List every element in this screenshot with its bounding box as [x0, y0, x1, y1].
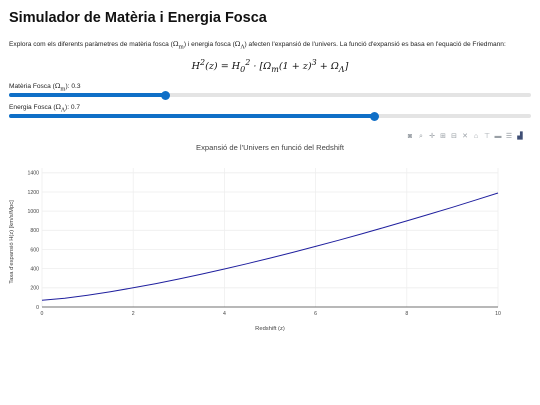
chart-title: Expansió de l'Univers en funció del Reds…	[196, 143, 345, 152]
plotly-logo-icon[interactable]: ▟	[517, 133, 523, 140]
y-tick-label: 1200	[27, 190, 39, 196]
expansion-chart: Expansió de l'Univers en funció del Reds…	[9, 143, 501, 332]
energy-slider-label: Energia Fosca (ΩΛ): 0.7	[9, 103, 81, 114]
hover-compare-icon[interactable]: ☰	[505, 133, 513, 140]
y-tick-label: 1400	[27, 171, 39, 177]
chart-grid	[41, 168, 499, 308]
friedmann-formula: H2(z) = H02 · [Ωm(1 + z)3 + ΩΛ]	[191, 58, 349, 75]
matter-slider-thumb[interactable]	[161, 90, 171, 100]
y-tick-label: 600	[30, 247, 39, 253]
x-tick-label: 2	[132, 311, 135, 317]
zoom-out-icon[interactable]: ⊟	[451, 133, 457, 140]
matter-slider-label: Matèria Fosca (Ωm): 0.3	[9, 82, 81, 93]
y-tick-label: 800	[30, 228, 39, 234]
matter-slider[interactable]	[9, 90, 531, 100]
pan-icon[interactable]: ✛	[429, 133, 435, 140]
energy-slider-thumb[interactable]	[369, 111, 379, 121]
series-line	[41, 192, 499, 301]
autoscale-icon[interactable]: ✕	[462, 133, 468, 140]
page-title: Simulador de Matèria i Energia Fosca	[9, 10, 267, 26]
x-tick-label: 0	[41, 311, 44, 317]
spike-lines-icon[interactable]: ⊤	[483, 133, 491, 140]
energy-slider-fill	[9, 114, 375, 118]
y-axis-title: Taxa d'expansió H(z) [km/s/Mpc]	[9, 200, 15, 284]
reset-axes-icon[interactable]: ⌂	[473, 133, 479, 140]
zoom-icon[interactable]: ⌕	[419, 133, 423, 140]
y-tick-label: 400	[30, 266, 39, 272]
x-tick-label: 4	[223, 311, 226, 317]
intro-text: Explora com els diferents paràmetres de …	[9, 40, 506, 51]
plot-modebar: ◙ ⌕ ✛ ⊞ ⊟ ✕ ⌂ ⊤ ▬ ☰ ▟	[406, 133, 524, 141]
y-tick-label: 0	[36, 305, 39, 311]
x-axis-title: Redshift (z)	[255, 326, 285, 332]
chart-axes: 0 2 4 6 8 10 0 200 400 600 800 1000 1200 1400	[27, 171, 501, 317]
hover-closest-icon[interactable]: ▬	[494, 133, 502, 140]
camera-icon[interactable]: ◙	[407, 133, 413, 140]
x-tick-label: 6	[314, 311, 317, 317]
matter-slider-fill	[9, 93, 166, 97]
energy-slider[interactable]	[9, 111, 531, 121]
x-tick-label: 8	[405, 311, 408, 317]
y-tick-label: 1000	[27, 209, 39, 215]
zoom-in-icon[interactable]: ⊞	[440, 133, 446, 140]
y-tick-label: 200	[30, 286, 39, 292]
x-tick-label: 10	[495, 311, 501, 317]
